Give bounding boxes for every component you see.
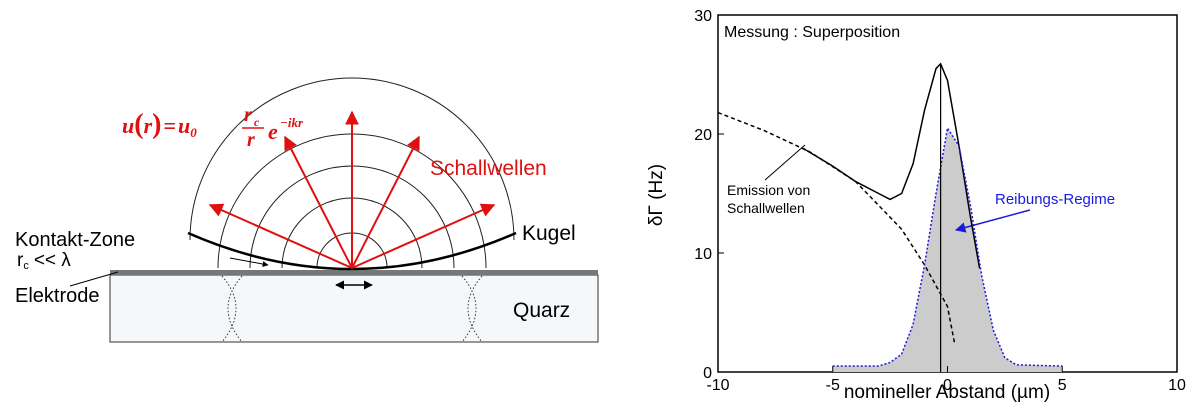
contact-label: Kontakt-Zone: [15, 229, 135, 251]
waves-label: Schallwellen: [430, 157, 547, 180]
sphere-label: Kugel: [522, 222, 576, 245]
formula-part: c: [254, 115, 260, 129]
y-tick-label: 10: [694, 246, 712, 263]
y-axis-label: δΓ (Hz): [646, 164, 667, 226]
formula-part: 0: [190, 125, 197, 140]
formula-part: −ikr: [280, 115, 304, 130]
y-tick-label: 30: [694, 8, 712, 25]
area: [833, 128, 1063, 372]
y-tick-label: 20: [694, 127, 712, 144]
page: u(r)=u0 r c r e −ikr Schallwellen Kugel …: [0, 0, 1199, 412]
x-tick-label: 5: [1058, 377, 1067, 394]
rc-label: rc<< λ: [17, 250, 71, 272]
formula-part: u: [178, 113, 190, 138]
formula-part: ): [152, 109, 161, 140]
rc-part: c: [23, 260, 29, 272]
formula-part: (: [134, 109, 143, 140]
formula-part: u: [122, 113, 134, 138]
diagram: u(r)=u0 r c r e −ikr Schallwellen Kugel …: [15, 78, 598, 342]
formula-part: e: [268, 119, 278, 144]
quartz-label: Quarz: [513, 299, 570, 322]
y-tick-label: 0: [703, 365, 712, 382]
electrode-label: Elektrode: [15, 285, 100, 307]
annotation: Emission von: [727, 182, 810, 198]
chart: Messung : Superposition Emission von Sch…: [646, 8, 1186, 403]
formula-part: r: [247, 129, 255, 151]
formula: u(r)=u0: [122, 109, 197, 140]
figure: u(r)=u0 r c r e −ikr Schallwellen Kugel …: [0, 0, 1199, 407]
annotation: Messung : Superposition: [724, 24, 900, 41]
annotation: Schallwellen: [727, 200, 805, 216]
x-tick-label: 0: [943, 377, 952, 394]
x-tick-label: -5: [826, 377, 840, 394]
x-tick-label: 10: [1168, 377, 1186, 394]
annotation-pointer: [765, 145, 805, 180]
formula-part: =: [163, 113, 176, 138]
annotation: Reibungs-Regime: [995, 191, 1115, 208]
formula-part: r: [244, 104, 252, 126]
rc-part: << λ: [34, 250, 71, 271]
electrode-plate: [110, 270, 598, 275]
